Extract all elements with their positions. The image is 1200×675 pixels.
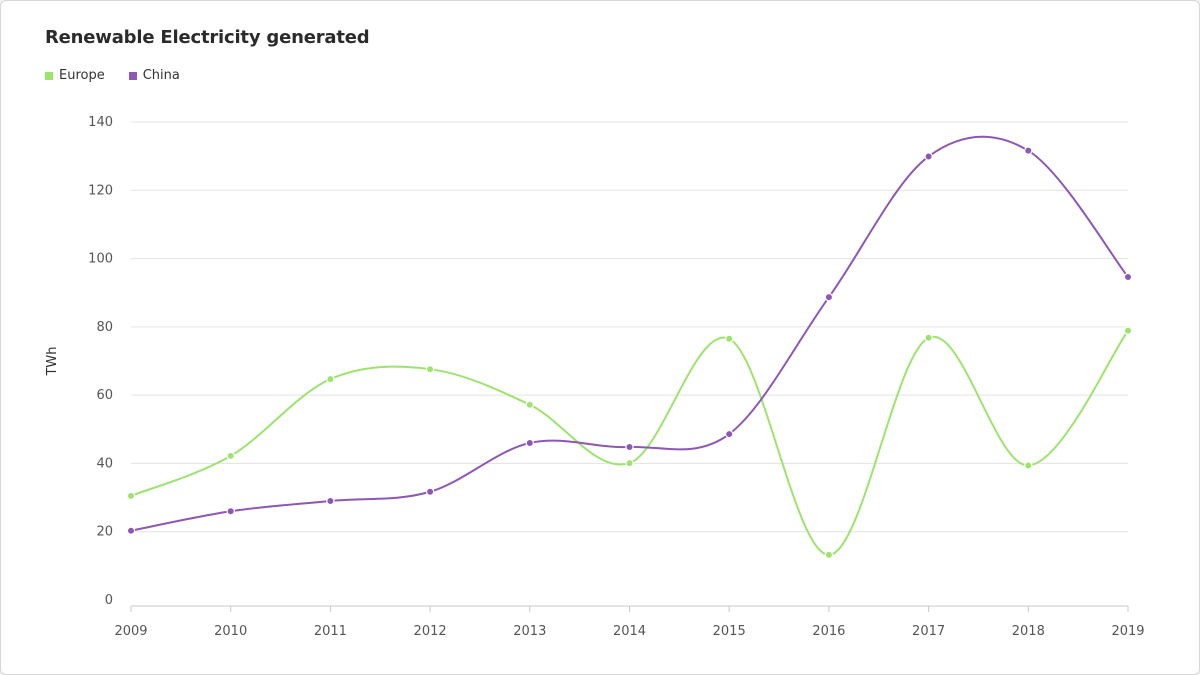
data-point-china[interactable] (425, 487, 435, 496)
y-axis-title: TWh (45, 346, 60, 376)
x-tick-label: 2012 (414, 624, 447, 639)
legend: Europe China (45, 68, 180, 83)
x-tick-label: 2017 (912, 624, 945, 639)
data-point-china[interactable] (226, 507, 235, 516)
y-tick-label: 120 (88, 183, 113, 198)
x-tick-label: 2016 (812, 624, 845, 639)
x-tick-label: 2015 (713, 624, 746, 639)
data-point-europe[interactable] (625, 458, 634, 468)
y-tick-label: 80 (96, 320, 113, 335)
series-lines (130, 135, 1129, 556)
legend-item-europe[interactable]: Europe (45, 68, 105, 83)
data-point-europe[interactable] (425, 364, 435, 374)
data-point-europe[interactable] (525, 400, 535, 409)
x-tick-label: 2018 (1012, 624, 1045, 639)
y-tick-label: 60 (96, 388, 113, 403)
y-tick-label: 20 (96, 525, 113, 540)
x-tick-label: 2013 (513, 624, 546, 639)
series-line-china (130, 135, 1129, 532)
y-tick-label: 100 (88, 252, 113, 267)
data-point-europe[interactable] (1123, 326, 1133, 335)
data-point-europe[interactable] (326, 374, 335, 384)
y-tick-label: 0 (105, 593, 113, 608)
data-point-china[interactable] (625, 442, 634, 452)
legend-swatch-china (128, 71, 137, 80)
y-tick-label: 40 (96, 456, 113, 471)
legend-label-china: China (142, 68, 180, 83)
data-point-china[interactable] (525, 438, 535, 448)
x-tick-label: 2019 (1111, 624, 1144, 639)
data-point-china[interactable] (824, 292, 834, 302)
series-line-europe (130, 329, 1129, 556)
axes: TWh 0 20 40 60 80 100 120 140 2009 2010 2011 2012 20… (45, 115, 1145, 639)
data-point-europe[interactable] (1024, 461, 1033, 470)
data-point-europe[interactable] (126, 491, 136, 501)
data-point-europe[interactable] (824, 550, 834, 560)
legend-label-europe: Europe (59, 68, 105, 83)
data-point-china[interactable] (126, 526, 136, 535)
x-tick-label: 2010 (214, 624, 247, 639)
data-point-europe[interactable] (725, 334, 734, 344)
legend-item-china[interactable]: China (128, 68, 180, 83)
legend-swatch-europe (45, 71, 53, 80)
x-tick-label: 2009 (114, 624, 147, 639)
x-tick-label: 2011 (314, 624, 347, 639)
data-point-china[interactable] (725, 429, 734, 439)
gridlines (131, 121, 1128, 533)
data-point-china[interactable] (1123, 272, 1133, 282)
data-point-china[interactable] (924, 152, 933, 161)
data-point-europe[interactable] (226, 451, 235, 461)
x-tick-label: 2014 (613, 624, 646, 639)
data-point-china[interactable] (1024, 146, 1033, 155)
data-points (126, 146, 1133, 560)
y-tick-label: 140 (88, 115, 113, 130)
chart-title: Renewable Electricity generated (45, 27, 370, 48)
data-point-china[interactable] (326, 496, 335, 506)
data-point-europe[interactable] (924, 333, 933, 342)
